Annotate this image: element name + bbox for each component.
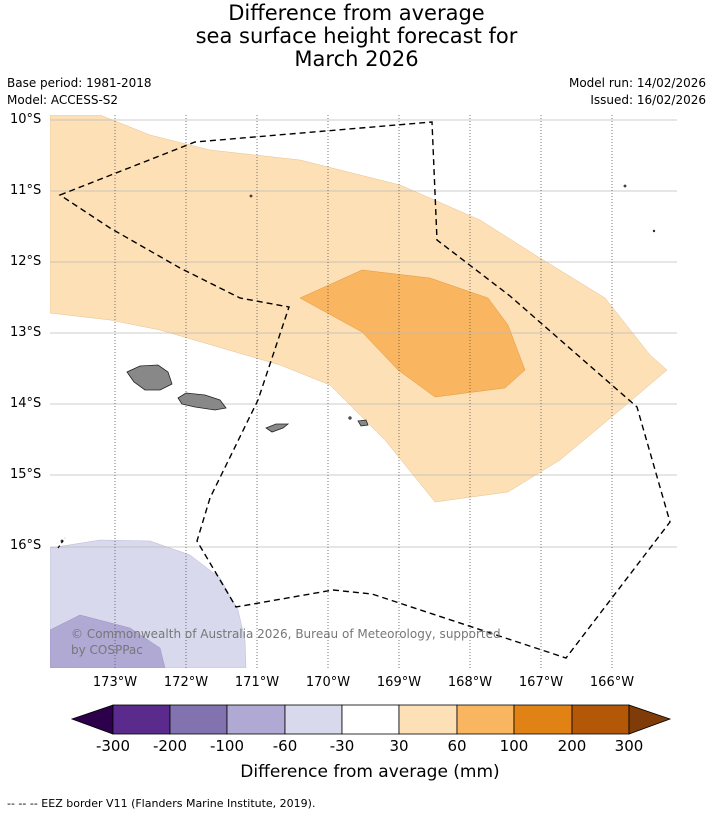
lon-label-169w: 169°W — [376, 675, 422, 690]
colorbar-bin-5 — [341, 704, 400, 735]
colorbar-tick: 30 — [389, 737, 409, 755]
manua-island — [357, 419, 369, 427]
lat-gridlines — [50, 119, 677, 548]
colorbar-bin-3 — [226, 704, 286, 735]
colorbar-bin-7 — [456, 704, 515, 735]
colorbar-bin-6 — [398, 704, 458, 735]
lat-label-11s: 11°S — [10, 183, 42, 198]
lon-label-170w: 170°W — [305, 675, 351, 690]
model-name: Model: ACCESS-S2 — [7, 93, 119, 107]
lat-label-12s: 12°S — [10, 254, 42, 269]
colorbar-bin-2 — [169, 704, 228, 735]
colorbar-bin-8 — [513, 704, 573, 735]
colorbar-bin-1 — [112, 704, 171, 735]
lon-gridlines — [114, 115, 613, 668]
lat-label-13s: 13°S — [10, 325, 42, 340]
colorbar-tick: -300 — [95, 737, 131, 755]
lat-label-10s: 10°S — [10, 112, 42, 127]
colorbar-tick: 100 — [499, 737, 529, 755]
colorbar-title: Difference from average (mm) — [240, 762, 500, 782]
lon-label-167w: 167°W — [518, 675, 564, 690]
lon-label-173w: 173°W — [92, 675, 138, 690]
eez-border-fragment — [57, 537, 66, 549]
pos-anomaly-60-100 — [299, 269, 526, 398]
upolu-island — [177, 392, 227, 411]
issued-date: Issued: 16/02/2026 — [590, 93, 706, 107]
colorbar-tick: 200 — [557, 737, 587, 755]
lon-label-168w: 168°W — [447, 675, 493, 690]
copyright-notice: © Commonwealth of Australia 2026, Bureau… — [71, 627, 501, 657]
title-line-2: sea surface height forecast for — [195, 24, 518, 48]
neg-anomaly-60-100 — [50, 614, 166, 668]
title-line-1: Difference from average — [228, 1, 485, 25]
base-period: Base period: 1981-2018 — [7, 76, 152, 90]
tutuila-island — [265, 423, 290, 433]
colorbar-bin-4 — [284, 704, 343, 735]
colorbar-arrow-left — [70, 704, 114, 735]
eez-legend-footer: -- -- -- EEZ border V11 (Flanders Marine… — [7, 797, 316, 810]
colorbar-tick: -100 — [209, 737, 245, 755]
colorbar-tick: 60 — [447, 737, 467, 755]
colorbar-tick: 300 — [614, 737, 644, 755]
lat-label-15s: 15°S — [10, 467, 42, 482]
colorbar-tick: -30 — [329, 737, 355, 755]
colorbar — [70, 704, 672, 735]
title-line-3: March 2026 — [294, 47, 419, 71]
lat-label-14s: 14°S — [10, 396, 42, 411]
lat-label-16s: 16°S — [10, 538, 42, 553]
eez-border — [58, 121, 671, 659]
lon-label-172w: 172°W — [163, 675, 209, 690]
map-area — [50, 115, 668, 668]
samoa-islands — [60, 184, 656, 543]
savaii-island — [126, 364, 173, 391]
model-run: Model run: 14/02/2026 — [568, 76, 706, 90]
colorbar-bin-9 — [571, 704, 630, 735]
lon-label-171w: 171°W — [234, 675, 280, 690]
colorbar-tick: -200 — [152, 737, 188, 755]
lon-label-166w: 166°W — [589, 675, 635, 690]
colorbar-tick: -60 — [272, 737, 298, 755]
colorbar-arrow-right — [628, 704, 672, 735]
